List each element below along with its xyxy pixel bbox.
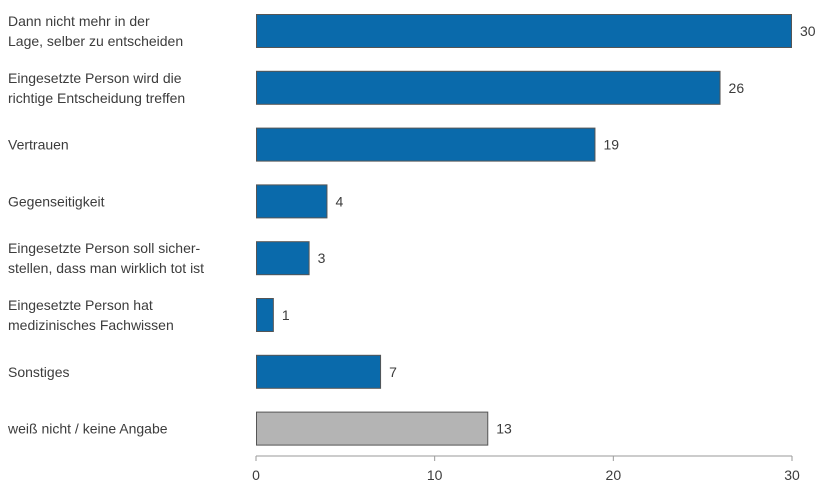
bar bbox=[256, 298, 274, 332]
category-label: Vertrauen bbox=[8, 137, 69, 153]
bar-group: Dann nicht mehr in der Lage, selber zu en… bbox=[8, 13, 816, 49]
value-label: 30 bbox=[800, 23, 816, 39]
x-tick-label: 0 bbox=[252, 467, 260, 483]
category-label: Eingesetzte Person wird die bbox=[8, 70, 182, 86]
bar bbox=[256, 70, 721, 105]
category-label: stellen, dass man wirklich tot ist bbox=[8, 260, 204, 276]
bar-group: Eingesetzte Person hat medizinisches Fach… bbox=[8, 297, 290, 333]
value-label: 19 bbox=[603, 137, 619, 153]
category-label: medizinisches Fachwissen bbox=[8, 317, 174, 333]
x-tick-label: 20 bbox=[606, 467, 622, 483]
bar bbox=[256, 354, 382, 389]
bars-layer: Dann nicht mehr in der Lage, selber zu en… bbox=[7, 13, 816, 446]
value-label: 26 bbox=[729, 80, 745, 96]
bar-group: Sonstiges 7 bbox=[8, 354, 397, 389]
bar-group: Gegenseitigkeit 4 bbox=[8, 184, 343, 219]
category-label: richtige Entscheidung treffen bbox=[8, 90, 185, 106]
value-label: 13 bbox=[496, 421, 512, 437]
x-tick-label: 10 bbox=[427, 467, 443, 483]
value-label: 4 bbox=[335, 193, 343, 209]
value-label: 1 bbox=[282, 307, 290, 323]
bar bbox=[256, 127, 596, 162]
category-label: Sonstiges bbox=[8, 364, 69, 380]
x-tick-label: 30 bbox=[784, 467, 800, 483]
category-label: weiß nicht / keine Angabe bbox=[7, 421, 168, 437]
bar bbox=[256, 241, 310, 276]
category-label: Lage, selber zu entscheiden bbox=[8, 33, 183, 49]
category-label: Dann nicht mehr in der bbox=[8, 13, 150, 29]
value-label: 7 bbox=[389, 364, 397, 380]
bar-group: Eingesetzte Person wird die richtige Ents… bbox=[8, 70, 744, 106]
bar bbox=[256, 14, 792, 48]
bar-group: Vertrauen 19 bbox=[8, 127, 619, 162]
bar bbox=[256, 411, 489, 446]
bar-group: Eingesetzte Person soll sicher-stellen, … bbox=[8, 240, 326, 276]
x-axis: 0 10 20 30 bbox=[252, 455, 800, 483]
value-label: 3 bbox=[318, 250, 326, 266]
bar bbox=[256, 184, 328, 219]
bar-group: weiß nicht / keine Angabe 13 bbox=[7, 411, 512, 446]
category-label: Eingesetzte Person soll sicher- bbox=[8, 240, 201, 256]
category-label: Gegenseitigkeit bbox=[8, 193, 105, 209]
category-label: Eingesetzte Person hat bbox=[8, 297, 153, 313]
